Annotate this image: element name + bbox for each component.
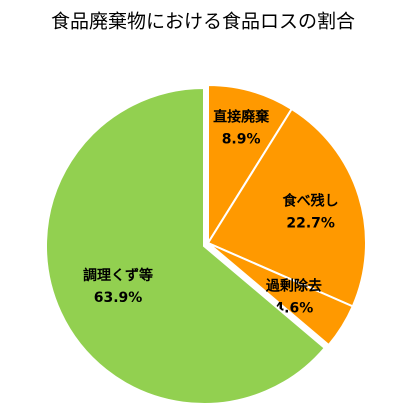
slice-label: 食べ残し (283, 192, 339, 209)
pie-slice (207, 242, 355, 347)
slice-value-label: 22.7% (286, 215, 335, 231)
chart-title: 食品廃棄物における食品ロスの割合 (51, 11, 355, 33)
slice-label: 過剰除去 (265, 277, 322, 294)
slice-value-label: 63.9% (94, 290, 143, 306)
pie-slice (206, 107, 367, 308)
slice-label: 直接廃棄 (213, 109, 270, 126)
pie-slice (45, 86, 327, 405)
pie-slice (207, 83, 294, 247)
slice-label: 調理くず等 (83, 267, 153, 284)
slice-value-label: 8.9% (222, 132, 261, 148)
